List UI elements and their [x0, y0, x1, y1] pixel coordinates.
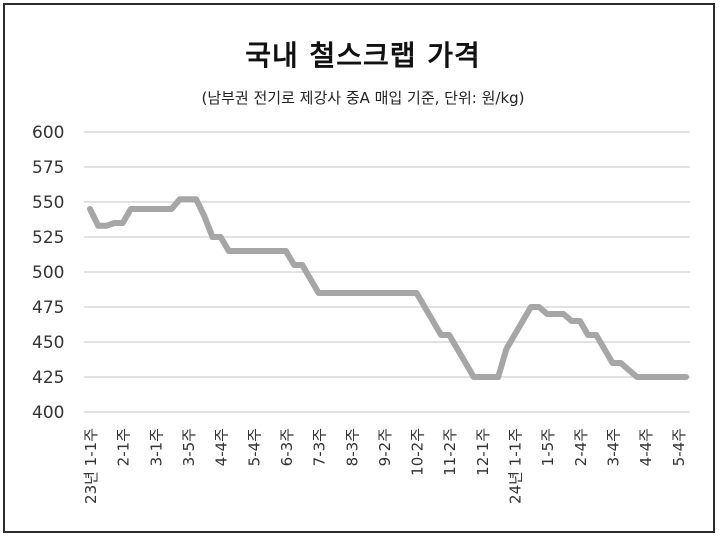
x-tick-label: 23년 1-1주	[82, 428, 100, 504]
y-tick-label: 400	[32, 403, 64, 423]
x-tick-label: 10-2주	[409, 428, 427, 476]
x-tick-label: 24년 1-1주	[507, 428, 525, 504]
x-tick-label: 3-1주	[147, 428, 165, 466]
x-tick-label: 2-4주	[572, 428, 590, 466]
x-tick-label: 4-4주	[637, 428, 655, 466]
x-tick-label: 1-5주	[539, 428, 557, 466]
x-tick-label: 8-3주	[343, 428, 361, 466]
y-tick-label: 475	[32, 298, 64, 318]
chart-title: 국내 철스크랩 가격	[245, 39, 481, 72]
y-tick-label: 450	[32, 333, 64, 353]
chart-subtitle: (남부권 전기로 제강사 중A 매입 기준, 단위: 원/kg)	[201, 89, 525, 107]
y-tick-label: 550	[32, 193, 64, 213]
x-tick-label: 12-1주	[474, 428, 492, 476]
chart-frame	[3, 3, 715, 533]
y-tick-label: 575	[32, 158, 64, 178]
x-tick-label: 3-5주	[180, 428, 198, 466]
x-tick-label: 2-1주	[115, 428, 133, 466]
x-tick-label: 9-2주	[376, 428, 394, 466]
x-tick-label: 11-2주	[441, 428, 459, 476]
y-tick-label: 525	[32, 228, 64, 248]
x-tick-label: 6-3주	[278, 428, 296, 466]
series-line	[87, 196, 689, 380]
y-tick-label: 425	[32, 368, 64, 388]
x-tick-label: 3-4주	[605, 428, 623, 466]
y-tick-label: 600	[32, 123, 64, 143]
x-tick-label: 5-4주	[245, 428, 263, 466]
x-tick-label: 5-4주	[670, 428, 688, 466]
y-tick-label: 500	[32, 263, 64, 283]
x-tick-label: 7-3주	[311, 428, 329, 466]
x-tick-label: 4-4주	[213, 428, 231, 466]
